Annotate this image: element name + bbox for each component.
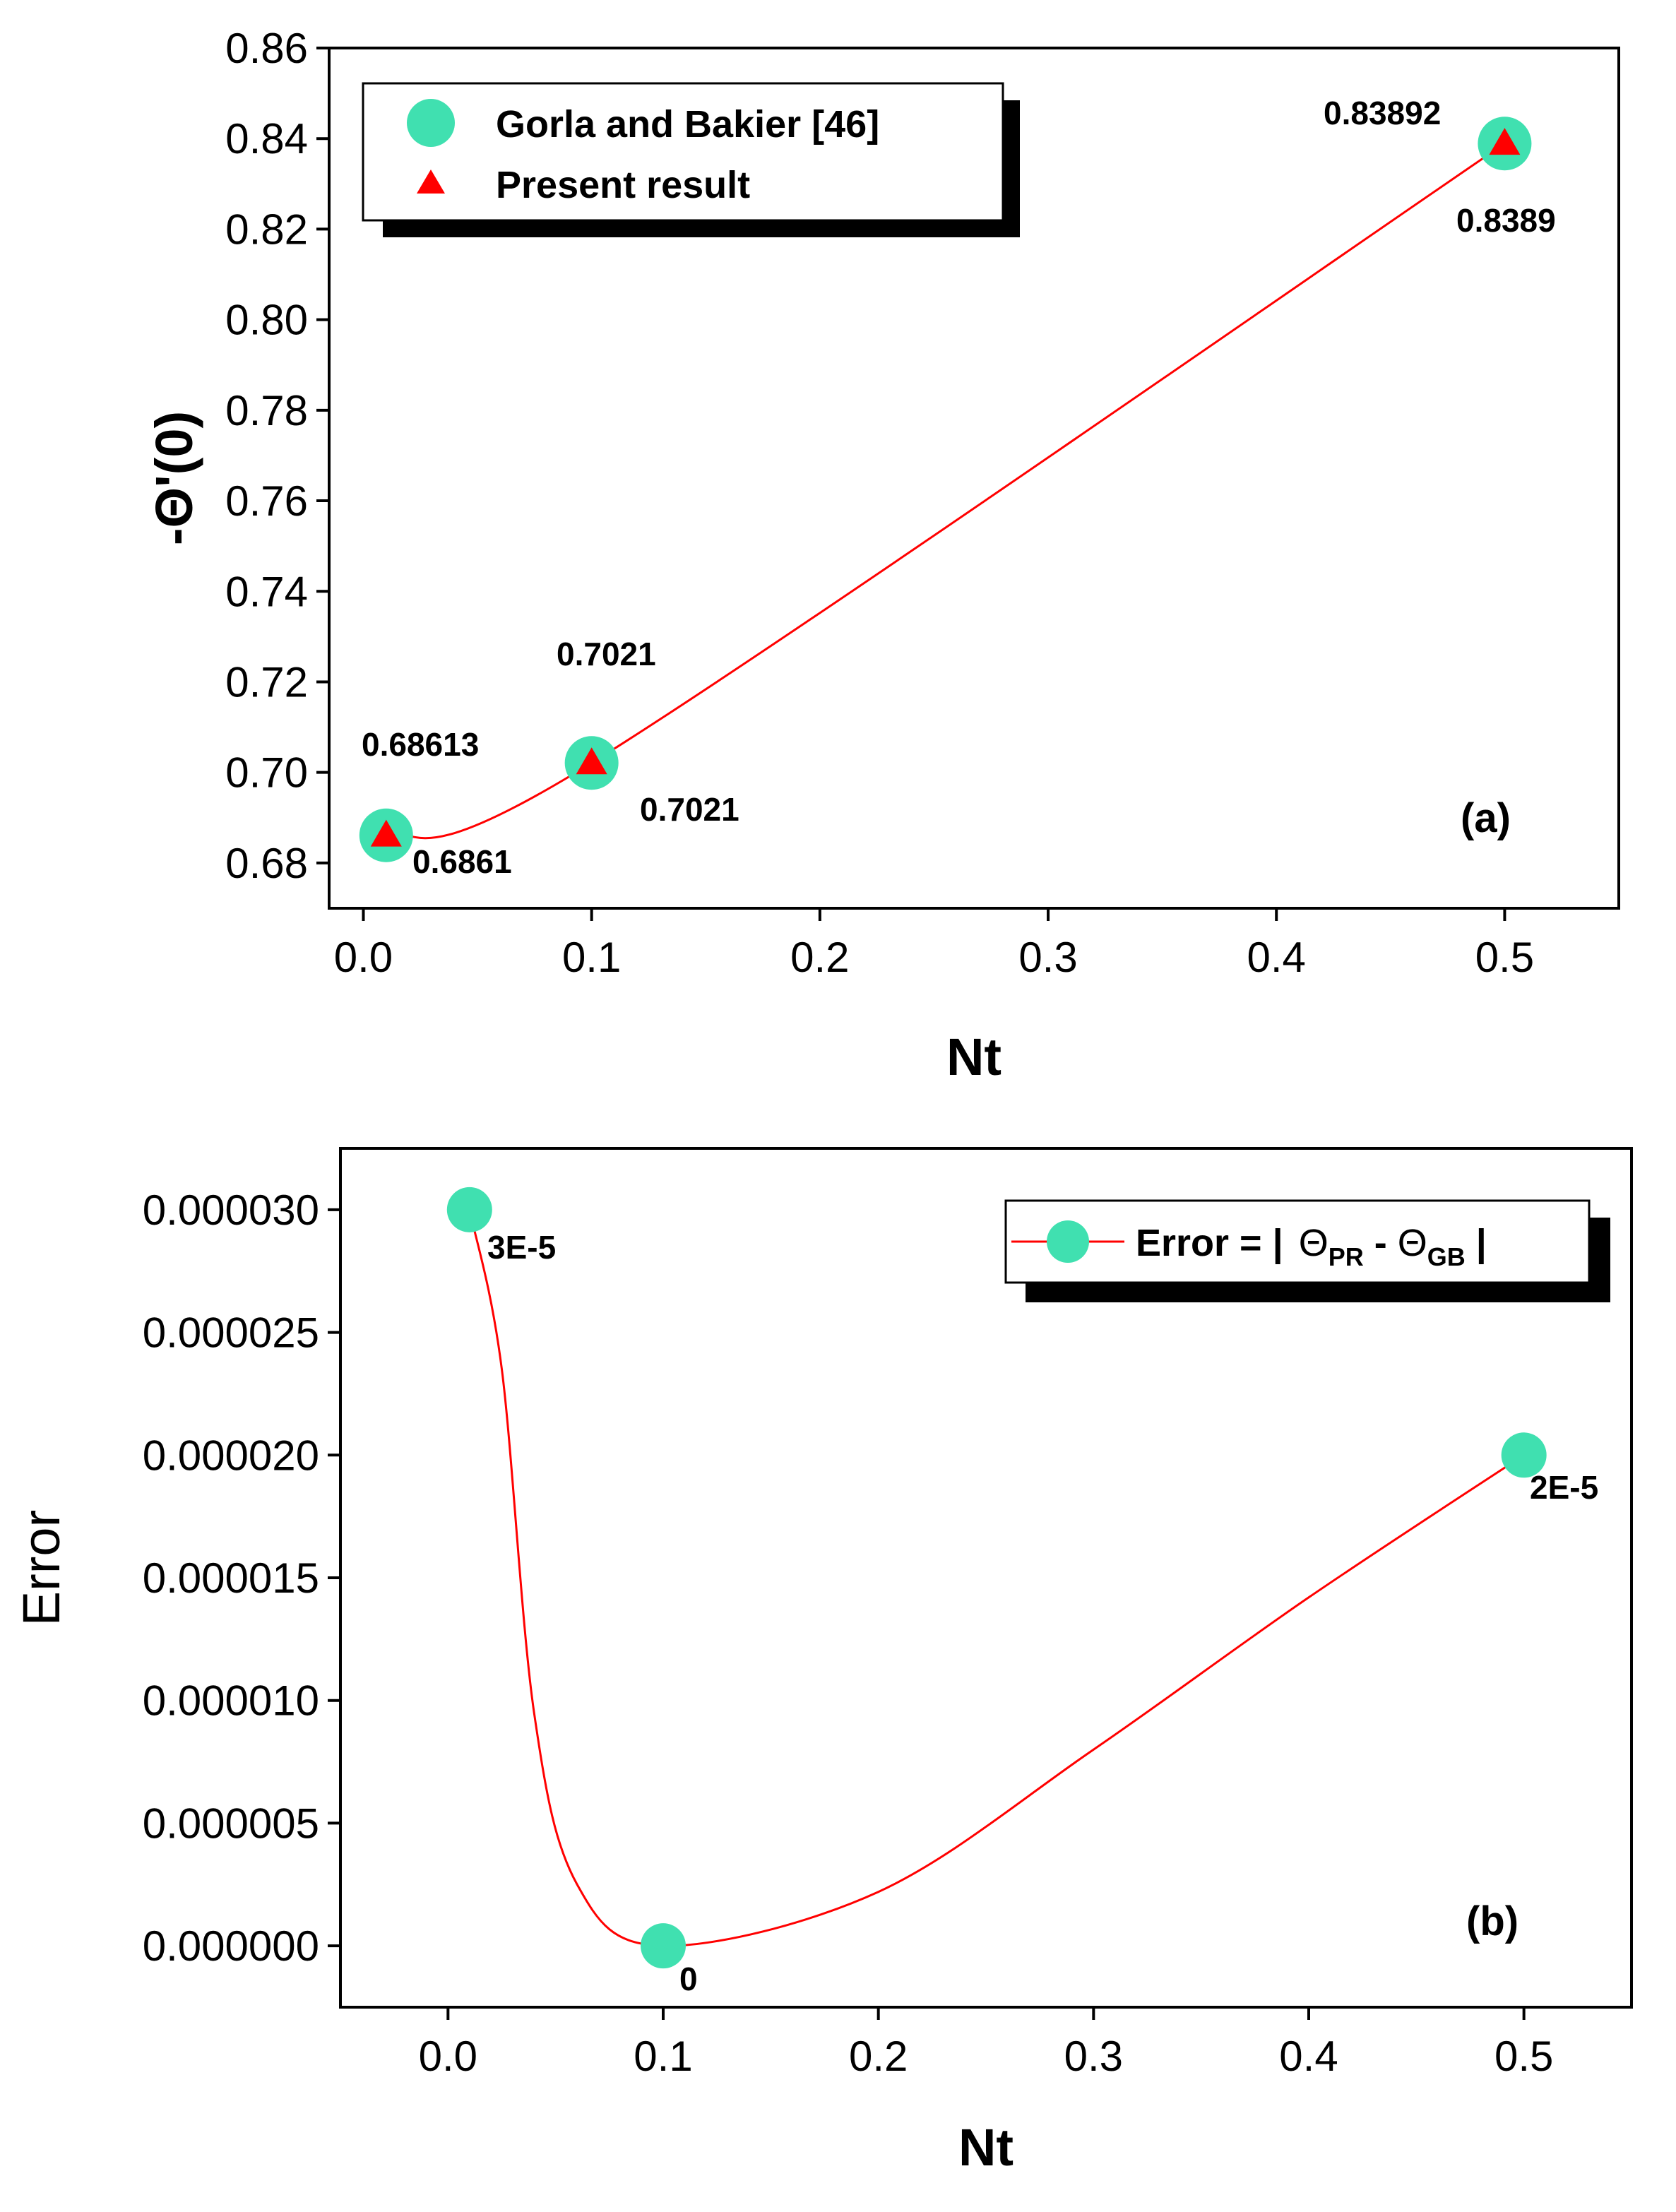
annotation-3e-5: 3E-5 <box>487 1229 556 1266</box>
y-axis-title-b: Error <box>12 1510 71 1626</box>
y-tick-label: 0.74 <box>225 568 308 615</box>
markers-b <box>446 1187 1547 1969</box>
y-tick-label: 0.84 <box>225 115 308 162</box>
x-axis-title-a: Nt <box>946 1028 1002 1086</box>
data-point-circle <box>641 1923 686 1969</box>
legend-label-present: Present result <box>496 164 750 206</box>
y-tick-label: 0.68 <box>225 840 308 887</box>
data-point-triangle <box>1489 128 1521 155</box>
y-tick-label: 0.000010 <box>143 1677 319 1725</box>
x-tick-label: 0.5 <box>1475 934 1534 981</box>
plot-frame-a <box>328 47 1620 910</box>
chart-panel-a: 0.68 0.70 0.72 0.74 0.76 0.78 0.80 0.82 0.84 0.86… <box>145 25 1620 1086</box>
x-tick-label: 0.5 <box>1494 2033 1553 2080</box>
y-tick-label: 0.000020 <box>143 1432 319 1479</box>
x-ticks-a: 0.0 0.1 0.2 0.3 0.4 0.5 <box>334 908 1534 981</box>
legend-a: Gorla and Bakier [46] Present result <box>362 82 1020 237</box>
data-point-triangle <box>576 747 607 775</box>
x-tick-label: 0.0 <box>334 934 393 981</box>
legend-box-a <box>362 82 1004 222</box>
legend-label-gorla: Gorla and Bakier [46] <box>496 103 879 145</box>
y-tick-label: 0.86 <box>225 25 308 72</box>
y-tick-label: 0.76 <box>225 477 308 525</box>
x-tick-label: 0.2 <box>790 934 849 981</box>
y-tick-label: 0.000005 <box>143 1800 319 1847</box>
data-point-circle <box>446 1187 492 1232</box>
x-axis-title-b: Nt <box>958 2118 1014 2177</box>
y-tick-label: 0.000030 <box>143 1187 319 1234</box>
y-ticks-a: 0.68 0.70 0.72 0.74 0.76 0.78 0.80 0.82 0.84 0.86 <box>225 25 329 887</box>
annotation-7021-top: 0.7021 <box>557 636 656 672</box>
y-tick-label: 0.82 <box>225 206 308 253</box>
panel-label-b: (b) <box>1466 1898 1518 1944</box>
annotation-6861: 0.6861 <box>412 843 512 880</box>
x-tick-label: 0.2 <box>849 2033 908 2080</box>
fit-curve-a <box>386 143 1506 840</box>
fit-curve-b <box>468 1209 1525 1947</box>
x-tick-label: 0.3 <box>1018 934 1077 981</box>
panel-label-a: (a) <box>1461 795 1511 841</box>
y-tick-label: 0.000025 <box>143 1309 319 1357</box>
x-tick-label: 0.1 <box>562 934 621 981</box>
legend-circle-marker-icon-b <box>1047 1220 1089 1263</box>
y-tick-label: 0.80 <box>225 297 308 344</box>
x-ticks-b: 0.0 0.1 0.2 0.3 0.4 0.5 <box>419 2007 1553 2080</box>
annotation-7021-bottom: 0.7021 <box>640 791 739 828</box>
y-axis-title-a: -Θ'(0) <box>145 411 203 545</box>
y-tick-label: 0.70 <box>225 749 308 797</box>
data-point-circle <box>1501 1432 1547 1478</box>
annotation-0: 0 <box>679 1961 698 1997</box>
annotation-8389: 0.8389 <box>1456 202 1556 239</box>
legend-triangle-marker-icon <box>417 170 445 194</box>
data-point-triangle <box>370 819 402 847</box>
annotation-83892: 0.83892 <box>1324 95 1441 131</box>
plot-frame-b <box>339 1147 1633 2009</box>
x-tick-label: 0.4 <box>1247 934 1306 981</box>
x-tick-label: 0.4 <box>1279 2033 1338 2080</box>
x-tick-label: 0.3 <box>1064 2033 1123 2080</box>
chart-panel-b: 0.000000 0.000005 0.000010 0.000015 0.000020… <box>12 1147 1633 2177</box>
x-tick-label: 0.0 <box>419 2033 477 2080</box>
y-ticks-b: 0.000000 0.000005 0.000010 0.000015 0.000020… <box>143 1187 340 1970</box>
y-tick-label: 0.78 <box>225 387 308 434</box>
annotation-2e-5: 2E-5 <box>1530 1469 1598 1506</box>
legend-circle-marker-icon <box>407 99 455 147</box>
legend-b: Error = | ΘPR - ΘGB | <box>1004 1199 1610 1302</box>
y-tick-label: 0.000000 <box>143 1922 319 1970</box>
annotation-68613: 0.68613 <box>362 726 479 763</box>
markers-a <box>359 117 1532 862</box>
y-tick-label: 0.72 <box>225 658 308 706</box>
y-tick-label: 0.000015 <box>143 1554 319 1602</box>
legend-label-error: Error = | ΘPR - ΘGB | <box>1136 1222 1487 1271</box>
x-tick-label: 0.1 <box>634 2033 692 2080</box>
